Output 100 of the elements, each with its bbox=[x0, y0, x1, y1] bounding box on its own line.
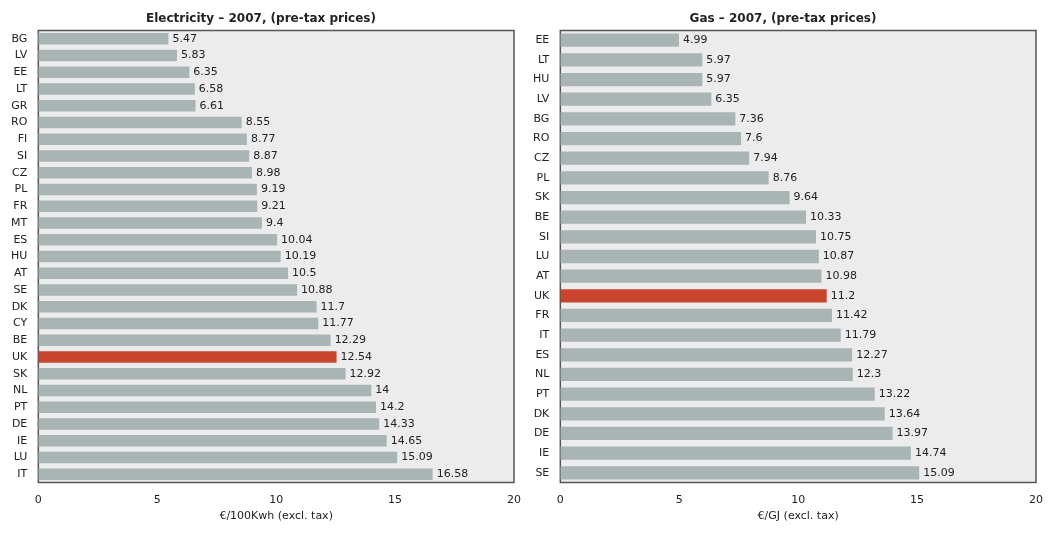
bar bbox=[560, 151, 750, 165]
bar bbox=[560, 289, 827, 303]
y-tick-label: HU bbox=[532, 72, 550, 86]
bar bbox=[38, 334, 331, 346]
bar bbox=[560, 407, 885, 421]
bar bbox=[560, 190, 790, 205]
data-label: 13.97 bbox=[896, 426, 929, 440]
bar bbox=[560, 466, 920, 480]
data-label: 5.97 bbox=[706, 72, 731, 86]
x-tick-label: 0 bbox=[556, 493, 564, 507]
x-tick-label: 10 bbox=[791, 493, 806, 507]
data-label: 10.19 bbox=[284, 249, 317, 263]
bar bbox=[560, 446, 911, 460]
data-label: 11.42 bbox=[835, 308, 868, 322]
data-label: 13.64 bbox=[888, 406, 921, 420]
y-tick-label: RO bbox=[533, 131, 550, 145]
data-label: 11.7 bbox=[320, 299, 346, 313]
bar bbox=[38, 384, 372, 397]
data-label: 12.3 bbox=[856, 367, 882, 381]
data-label: 9.19 bbox=[260, 182, 286, 196]
bar bbox=[560, 131, 742, 146]
y-tick-label: LV bbox=[14, 48, 28, 62]
bar bbox=[38, 66, 190, 78]
data-label: 5.47 bbox=[172, 31, 197, 45]
bar bbox=[38, 435, 387, 447]
bar bbox=[38, 217, 262, 229]
y-tick-label: AT bbox=[535, 269, 550, 283]
y-tick-label: IT bbox=[17, 467, 28, 481]
data-label: 8.76 bbox=[772, 170, 798, 184]
x-axis-title: €/GJ (excl. tax) bbox=[757, 509, 839, 523]
data-label: 16.58 bbox=[436, 467, 469, 481]
y-tick-label: EE bbox=[13, 65, 28, 79]
y-tick-label: NL bbox=[12, 383, 29, 397]
data-label: 10.98 bbox=[825, 269, 857, 283]
bar bbox=[38, 133, 247, 145]
y-tick-label: GR bbox=[11, 98, 28, 112]
y-tick-label: SK bbox=[13, 366, 29, 380]
y-tick-label: LU bbox=[535, 249, 550, 263]
y-tick-label: CZ bbox=[534, 151, 550, 165]
data-label: 10.5 bbox=[292, 266, 317, 280]
y-tick-label: SE bbox=[535, 465, 550, 479]
y-tick-label: ES bbox=[13, 232, 28, 246]
data-label: 9.64 bbox=[793, 190, 819, 204]
y-tick-label: FR bbox=[13, 199, 28, 213]
x-tick-label: 5 bbox=[675, 493, 683, 507]
bar bbox=[560, 230, 816, 244]
bar bbox=[560, 92, 712, 106]
x-tick-label: 20 bbox=[1029, 493, 1043, 507]
y-tick-label: PT bbox=[535, 386, 550, 400]
y-tick-label: BE bbox=[534, 210, 550, 224]
bar bbox=[38, 83, 195, 95]
data-label: 10.87 bbox=[822, 249, 855, 263]
data-label: 14.2 bbox=[380, 400, 405, 414]
x-tick-label: 15 bbox=[388, 493, 403, 507]
bar bbox=[560, 33, 679, 47]
bar bbox=[560, 112, 736, 126]
bar bbox=[560, 367, 853, 382]
data-label: 14.33 bbox=[383, 416, 415, 430]
data-label: 10.75 bbox=[820, 229, 852, 243]
data-label: 8.77 bbox=[250, 132, 276, 146]
data-label: 14.74 bbox=[914, 445, 947, 459]
bar bbox=[38, 116, 242, 129]
data-label: 10.04 bbox=[281, 232, 313, 246]
data-label: 11.77 bbox=[322, 316, 354, 330]
data-label: 10.33 bbox=[810, 210, 842, 224]
bar bbox=[560, 308, 832, 323]
data-label: 14.65 bbox=[390, 433, 423, 447]
bar bbox=[560, 171, 769, 185]
data-label: 7.6 bbox=[745, 131, 763, 145]
data-label: 15.09 bbox=[401, 450, 433, 464]
bar bbox=[38, 250, 281, 263]
bar bbox=[560, 387, 875, 401]
bar bbox=[560, 210, 807, 224]
bar bbox=[560, 328, 841, 342]
y-tick-label: LT bbox=[537, 52, 550, 66]
y-tick-label: MT bbox=[11, 215, 28, 229]
data-label: 12.29 bbox=[334, 333, 367, 347]
data-label: 7.94 bbox=[753, 151, 778, 165]
bar bbox=[560, 53, 703, 67]
bar bbox=[38, 301, 317, 313]
bar bbox=[38, 49, 177, 62]
data-label: 12.27 bbox=[856, 347, 888, 361]
y-tick-label: BG bbox=[11, 31, 28, 45]
data-label: 15.09 bbox=[923, 465, 955, 479]
data-label: 12.54 bbox=[340, 349, 373, 363]
y-tick-label: RO bbox=[11, 115, 28, 129]
y-tick-label: CZ bbox=[12, 165, 28, 179]
y-tick-label: IT bbox=[539, 328, 550, 341]
bar bbox=[38, 183, 257, 196]
x-tick-label: 5 bbox=[153, 493, 161, 507]
data-label: 8.87 bbox=[253, 148, 278, 162]
y-tick-label: SE bbox=[13, 282, 28, 296]
x-tick-label: 20 bbox=[507, 493, 521, 507]
data-label: 13.22 bbox=[878, 386, 911, 400]
y-tick-label: SK bbox=[535, 190, 551, 204]
y-tick-label: SI bbox=[539, 229, 550, 243]
y-tick-label: DK bbox=[533, 406, 551, 420]
bar bbox=[560, 426, 893, 441]
chart-title: Electricity – 2007, (pre-tax prices) bbox=[146, 11, 376, 26]
data-label: 6.35 bbox=[715, 92, 740, 106]
